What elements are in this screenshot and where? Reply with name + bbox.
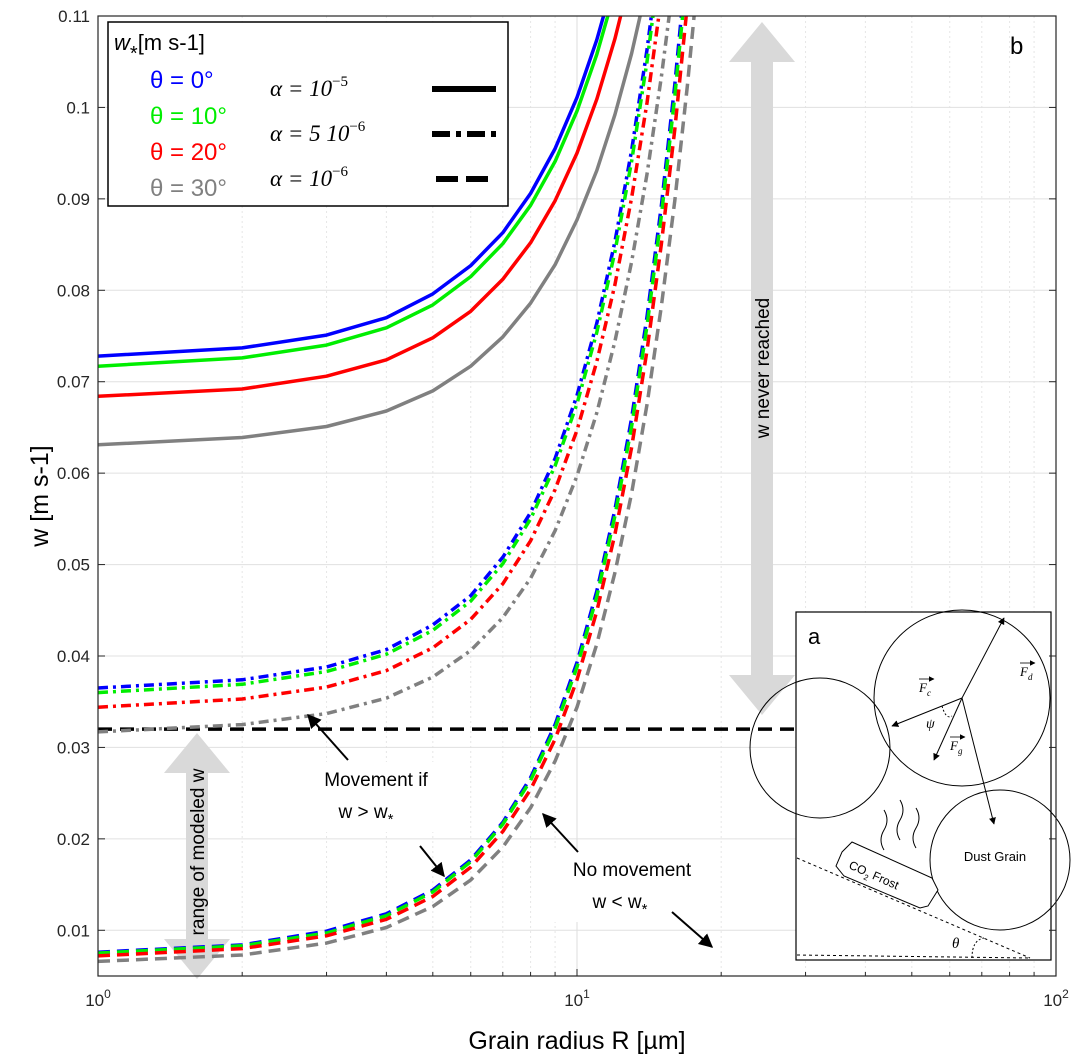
y-tick-label: 0.03 <box>57 738 90 757</box>
force-resultant-arrow <box>961 697 996 825</box>
inset-panel-label: a <box>808 624 821 649</box>
series-line-alpha-5e-6-theta-10 <box>98 16 655 695</box>
never-reached-label: w never reached <box>753 298 774 439</box>
movement-label: Movement if <box>324 770 428 791</box>
horizontal-line <box>796 954 1031 959</box>
dust-grain-label: Dust Grain <box>964 849 1026 864</box>
y-tick-label: 0.06 <box>57 464 90 483</box>
nomove-condition: w < w* <box>592 892 648 918</box>
y-tick-label: 0.11 <box>58 7 90 26</box>
legend-alpha-0: α = 10−5 <box>270 74 348 101</box>
y-tick-label: 0.07 <box>57 373 90 392</box>
inset-fg-label: Fg <box>949 738 963 756</box>
y-tick-label: 0.09 <box>57 190 90 209</box>
y-tick-label: 0.05 <box>57 556 90 575</box>
legend-theta-0: θ = 0° <box>150 67 214 94</box>
legend-alpha-2: α = 10−6 <box>270 164 349 191</box>
x-tick-label: 102 <box>1043 987 1069 1010</box>
inset-fc-label: Fc <box>918 680 931 698</box>
annotation-arrow <box>419 845 445 878</box>
annotation-arrow <box>671 911 714 948</box>
tick-labels: 0.01 0.02 0.03 0.04 0.05 0.06 0.07 0.08 0.09 0.1 0… <box>57 7 1069 1010</box>
movement-condition: w > w* <box>338 802 394 828</box>
upper-grain <box>873 609 1051 787</box>
series-line-alpha-1e-6-theta-10 <box>98 16 685 955</box>
range-modeled-label: range of modeled w <box>188 768 209 935</box>
panel-label-b: b <box>1010 33 1023 60</box>
range-modeled-arrow <box>164 733 230 979</box>
wind-wave <box>880 809 888 851</box>
never-reached-arrow <box>729 22 795 715</box>
left-grain <box>749 677 891 819</box>
wind-wave <box>896 799 904 841</box>
y-tick-label: 0.04 <box>57 647 90 666</box>
series-line-alpha-5e-6-theta-20 <box>98 16 661 709</box>
legend: w*[m s-1]θ = 0° θ = 10° θ = 20° θ = 30° α = … <box>107 21 509 207</box>
force-fc-arrow <box>891 697 963 727</box>
series-line-alpha-5e-6-theta-30 <box>98 16 671 734</box>
y-axis-label: w [m s-1] <box>26 445 54 547</box>
movement-label-box <box>296 762 456 832</box>
series-line-alpha-1e-5-theta-20 <box>98 16 623 399</box>
series-line-alpha-1e-5-theta-0 <box>98 16 606 358</box>
annotation-arrow <box>307 713 349 761</box>
annotations: Movement if w > w* No movement w < w* <box>296 713 717 948</box>
legend-alpha-1: α = 5 10−6 <box>270 119 366 146</box>
nomove-label-box <box>543 850 717 922</box>
y-tick-label: 0.02 <box>57 830 90 849</box>
series-line-alpha-1e-5-theta-10 <box>98 16 610 368</box>
nomove-label: No movement <box>573 860 692 881</box>
inset-psi: ψ <box>926 717 935 732</box>
legend-theta-3: θ = 30° <box>150 175 227 202</box>
y-tick-label: 0.1 <box>66 98 90 117</box>
series-group <box>98 16 1045 964</box>
series-line-alpha-1e-6-theta-20 <box>98 16 688 958</box>
inset-frame <box>795 611 1052 961</box>
x-tick-label: 100 <box>85 987 111 1010</box>
dust-grain <box>929 789 1071 931</box>
force-fg-arrow <box>933 697 963 761</box>
x-tick-label: 101 <box>564 987 590 1010</box>
force-fd-arrow <box>961 617 1005 699</box>
legend-title: w*[m s-1] <box>114 30 205 65</box>
y-tick-label: 0.01 <box>57 921 90 940</box>
legend-theta-2: θ = 20° <box>150 139 227 166</box>
slope-line <box>796 857 1031 959</box>
x-axis-label: Grain radius R [µm] <box>468 1027 685 1055</box>
inset-fd-label: Fd <box>1019 664 1033 682</box>
wind-wave <box>912 807 920 849</box>
legend-theta-1: θ = 10° <box>150 103 227 130</box>
series-line-alpha-1e-5-theta-30 <box>98 16 642 447</box>
y-tick-label: 0.08 <box>57 281 90 300</box>
annotation-arrow <box>542 812 579 853</box>
annotation-background: w never reached range of modeled w <box>164 22 795 979</box>
inset-theta: θ <box>952 936 960 952</box>
legend-box <box>107 21 509 207</box>
frost-outline <box>835 841 939 909</box>
